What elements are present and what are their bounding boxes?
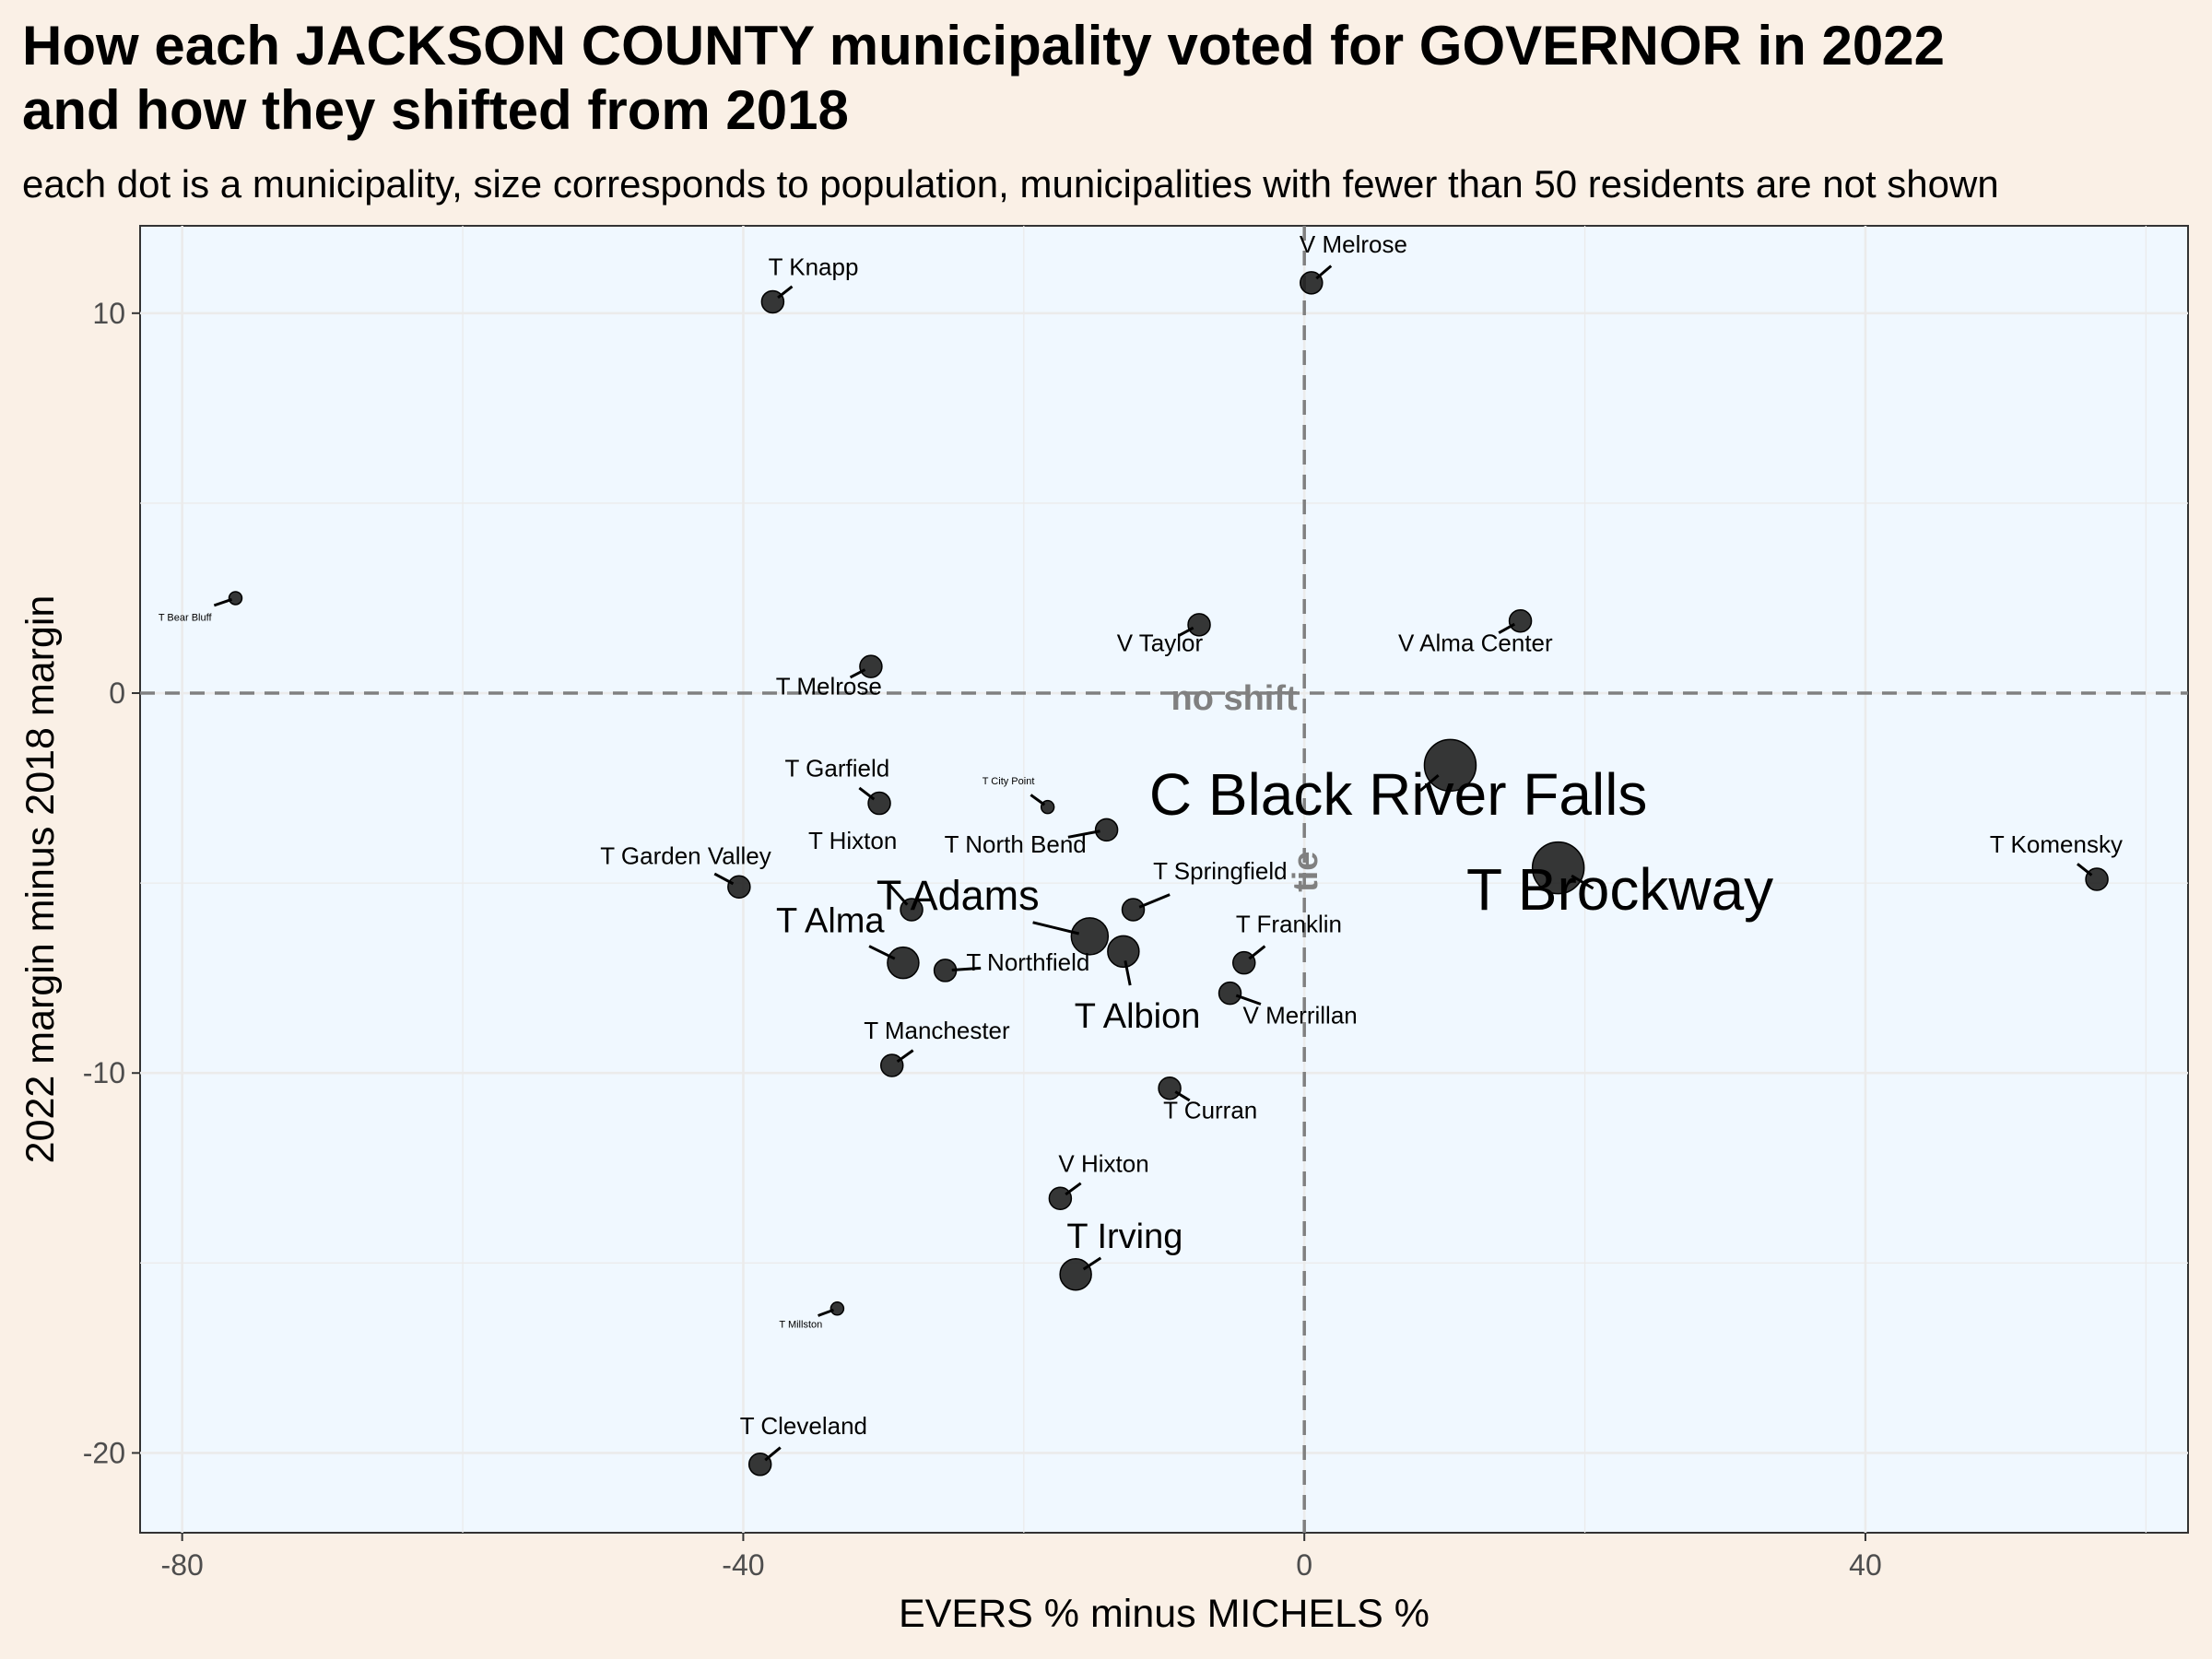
x-tick-label: -40 (722, 1548, 764, 1582)
municipality-label: T Brockway (1466, 856, 1773, 923)
municipality-point (1187, 613, 1211, 637)
label-connector (1235, 994, 1262, 1006)
y-tick-label: -10 (83, 1056, 125, 1089)
municipality-point (859, 654, 883, 678)
axes: -80 -40 0 40 -20 -10 0 10 (83, 297, 1882, 1582)
municipality-label: T Springfield (1153, 857, 1288, 885)
municipality-label: V Melrose (1300, 230, 1407, 258)
chart-title-line2: and how they shifted from 2018 (22, 79, 849, 141)
x-tick-label: 0 (1296, 1548, 1312, 1582)
plot-panel (139, 225, 2189, 1534)
municipality-label: T Manchester (864, 1017, 1010, 1044)
label-connector (1248, 945, 1266, 960)
municipality-label: V Alma Center (1398, 629, 1553, 657)
x-tick-label: 40 (1849, 1548, 1882, 1582)
reference-lines: no shift tie (140, 226, 2188, 1533)
y-axis-title: 2022 margin minus 2018 margin (18, 595, 63, 1164)
label-connector (713, 872, 735, 886)
municipality-label: T Garfield (785, 755, 890, 782)
label-connector (777, 285, 794, 300)
label-connector (2077, 863, 2093, 877)
label-connector (858, 786, 876, 801)
municipality-point (1158, 1076, 1182, 1100)
municipality-point (228, 591, 243, 606)
label-connector (1178, 626, 1194, 638)
municipality-label: V Taylor (1117, 629, 1204, 657)
municipality-label: T City Point (982, 776, 1035, 787)
municipality-label: T Albion (1075, 997, 1201, 1036)
municipality-point (1531, 841, 1585, 895)
chart-title-line1: How each JACKSON COUNTY municipality vot… (22, 15, 1945, 76)
municipality-point (879, 1053, 904, 1077)
municipality-point (1059, 1257, 1092, 1291)
label-connector (1315, 265, 1333, 280)
y-tick-label: 10 (92, 297, 125, 330)
municipality-point (887, 946, 920, 980)
municipality-label: T Irving (1066, 1218, 1182, 1256)
municipality-label: T North Bend (945, 830, 1087, 858)
municipality-point (867, 791, 891, 816)
label-connector (818, 1308, 834, 1317)
label-connector (1418, 774, 1440, 792)
label-connector (885, 880, 909, 906)
municipality-label: T Alma (776, 902, 885, 941)
label-connector (1065, 1182, 1082, 1196)
label-connector (1030, 794, 1046, 806)
y-tick-label: 0 (109, 677, 125, 710)
municipality-point (1423, 738, 1477, 793)
x-tick-label: -80 (161, 1548, 204, 1582)
municipality-label: T Millston (779, 1319, 822, 1330)
label-connector (896, 1049, 914, 1064)
label-connector (868, 945, 896, 960)
municipality-point (1048, 1186, 1073, 1211)
municipality-label: T Northfield (966, 948, 1089, 976)
municipality-point (1508, 608, 1533, 633)
municipality-label: T Komensky (1990, 830, 2123, 858)
municipality-label: T Melrose (776, 672, 882, 700)
label-connector (1138, 893, 1171, 909)
municipality-label: T Curran (1163, 1097, 1257, 1124)
municipality-label: T Cleveland (740, 1412, 867, 1440)
municipality-label: T Franklin (1236, 911, 1342, 938)
point-labels: T Knapp V Melrose T Bear Bluff V Taylor V Al… (159, 230, 2123, 1462)
municipality-label: T Adams (877, 872, 1040, 919)
municipality-label: T Knapp (769, 253, 859, 281)
municipality-label: C Black River Falls (1149, 761, 1648, 828)
tie-label: tie (1287, 852, 1325, 892)
municipality-point (1070, 917, 1110, 956)
municipality-point (1218, 981, 1242, 1006)
label-connector (951, 966, 982, 971)
label-connector (849, 668, 866, 679)
municipality-point (1121, 898, 1146, 922)
no-shift-label: no shift (1171, 679, 1298, 718)
municipality-label: V Hixton (1058, 1149, 1148, 1177)
municipality-point (727, 875, 751, 899)
y-tick-label: -20 (83, 1436, 125, 1469)
municipality-point (830, 1301, 845, 1316)
label-connector (764, 1446, 782, 1462)
label-connector (1032, 921, 1080, 935)
municipality-point (1094, 818, 1119, 842)
municipality-label: T Hixton (808, 827, 897, 854)
municipality-label: T Bear Bluff (159, 613, 213, 624)
label-connector (1124, 960, 1132, 986)
chart-subtitle: each dot is a municipality, size corresp… (22, 162, 1999, 206)
municipality-label: T Garden Valley (600, 842, 771, 870)
x-axis-title: EVERS % minus MICHELS % (899, 1592, 1430, 1636)
label-connector (1174, 1090, 1191, 1102)
label-connector (1082, 1256, 1102, 1271)
label-connector (1571, 874, 1594, 890)
municipality-label: V Merrillan (1243, 1002, 1358, 1030)
label-connector (213, 597, 233, 607)
municipality-point (1107, 935, 1140, 969)
label-connector (1067, 830, 1100, 839)
label-connector (1498, 622, 1515, 634)
